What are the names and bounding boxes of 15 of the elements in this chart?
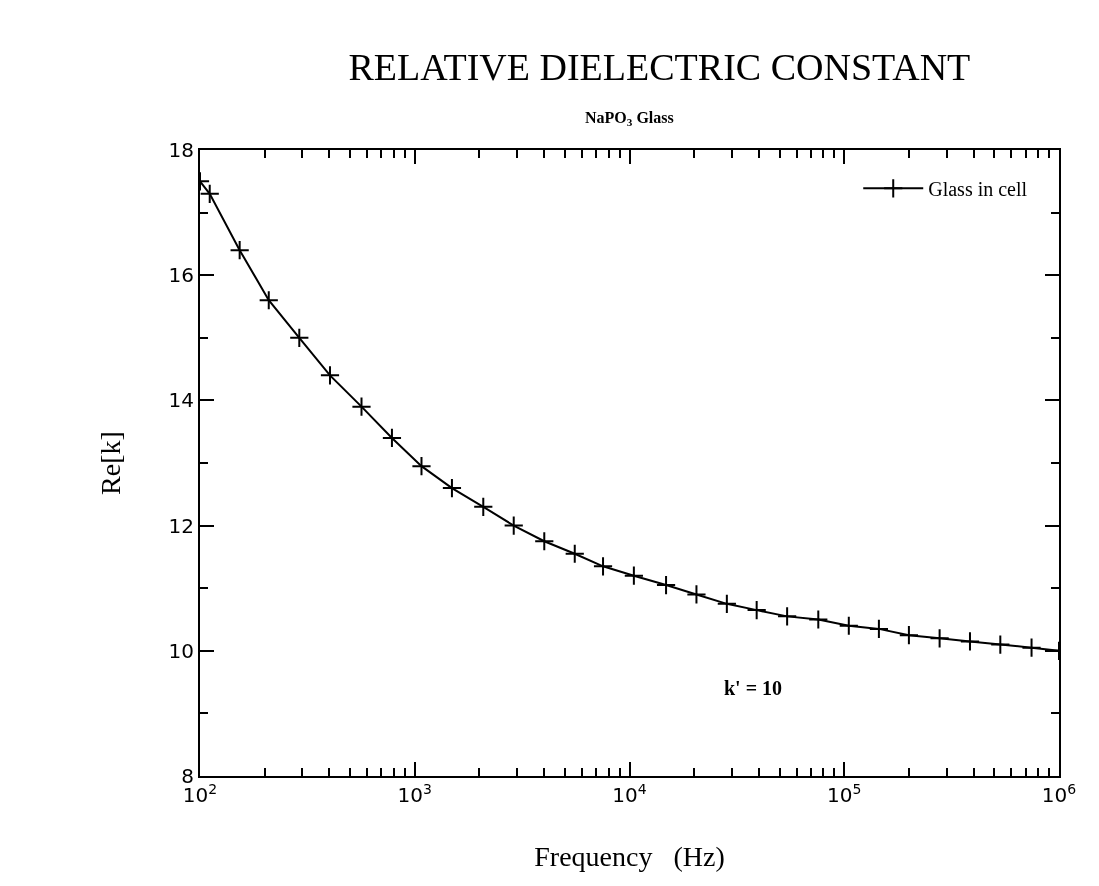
- legend-label: Glass in cell: [928, 178, 1028, 201]
- chart-subtitle: NaPO$_{3}$ Glass: [585, 109, 674, 129]
- x-tick-label: 10$^{5}$: [827, 780, 862, 807]
- y-tick-label: 16: [168, 263, 194, 288]
- y-tick-label: 10: [168, 638, 194, 663]
- annotation: k' = 10: [724, 677, 783, 699]
- chart-title: RELATIVE DIELECTRIC CONSTANT: [348, 45, 971, 88]
- y-axis-title: Re[k]: [94, 431, 126, 495]
- x-tick-label: 10$^{6}$: [1041, 780, 1077, 807]
- y-tick-label: 14: [168, 388, 194, 413]
- y-tick-label: 12: [168, 513, 194, 538]
- x-axis-title: Frequency (Hz): [534, 840, 725, 872]
- x-tick-label: 10$^{3}$: [397, 780, 432, 807]
- y-tick-label: 18: [168, 138, 194, 162]
- x-tick-label: 10$^{4}$: [612, 780, 647, 807]
